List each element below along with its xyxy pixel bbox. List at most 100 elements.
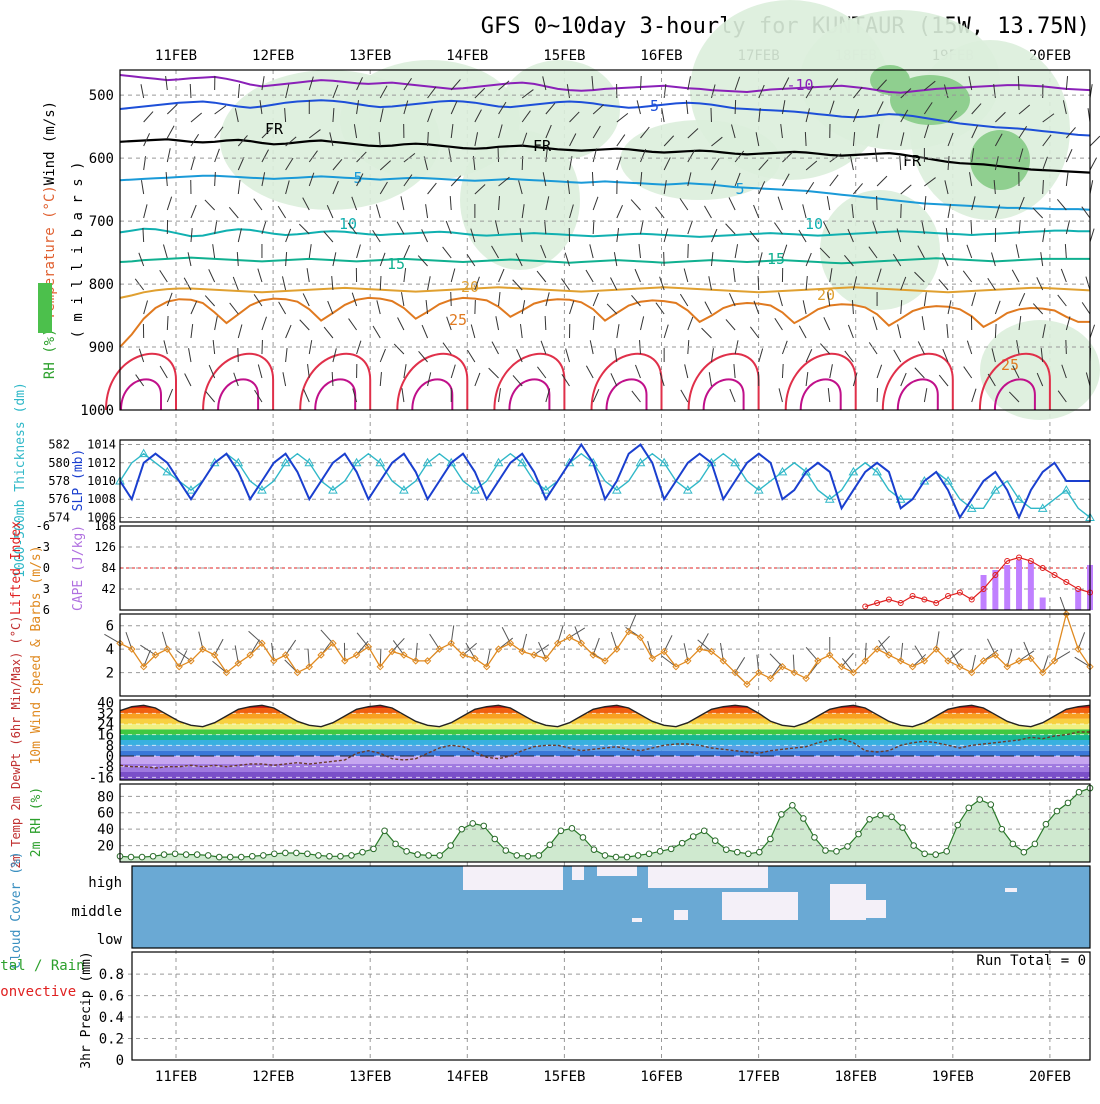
wind-tick: 6 bbox=[106, 619, 114, 635]
isotherm-30-loop bbox=[786, 354, 856, 410]
wind-barb bbox=[1019, 293, 1025, 306]
isotherm-label: FR bbox=[533, 137, 552, 155]
wind-barb bbox=[144, 112, 153, 122]
wind-barb bbox=[617, 205, 623, 218]
wind-barb bbox=[730, 389, 735, 402]
temp-warm-band bbox=[120, 724, 1090, 729]
wind-barb bbox=[191, 113, 202, 122]
rh-marker bbox=[999, 826, 1005, 832]
wind-barb bbox=[286, 252, 287, 266]
wind-barb bbox=[702, 328, 712, 338]
rh-marker bbox=[161, 852, 167, 858]
wind-barb bbox=[915, 368, 925, 378]
wind-barb bbox=[215, 316, 218, 330]
rh-marker bbox=[470, 821, 476, 827]
wind-barb bbox=[607, 304, 617, 314]
pressure-tick: 600 bbox=[89, 151, 114, 167]
wind-barb bbox=[1061, 269, 1066, 282]
cloud-tick: low bbox=[97, 932, 123, 948]
wind-barb bbox=[475, 373, 480, 386]
wind-barb bbox=[664, 325, 668, 338]
run-total-annotation: Run Total = 0 bbox=[976, 953, 1086, 969]
rh-marker bbox=[900, 825, 906, 831]
wind-barb bbox=[570, 301, 574, 314]
temp-color-band bbox=[120, 756, 1090, 764]
wind-barb bbox=[656, 207, 665, 218]
wind-barb bbox=[167, 148, 170, 162]
wind-barb bbox=[877, 176, 887, 186]
isotherm-line bbox=[120, 229, 1090, 237]
date-tick-bottom: 14FEB bbox=[446, 1069, 488, 1085]
precip-axis-label: 3hr Precip (mm) bbox=[79, 951, 94, 1068]
wind-barb bbox=[1086, 277, 1090, 290]
wind-barb bbox=[282, 276, 285, 290]
rh-marker bbox=[139, 854, 145, 860]
temp-color-band bbox=[120, 729, 1090, 734]
wind-barb bbox=[545, 316, 546, 330]
surface-wind-barb bbox=[1075, 657, 1090, 667]
rh-marker bbox=[745, 851, 751, 857]
temp-tick: -16 bbox=[89, 770, 114, 786]
cape-tick: 126 bbox=[94, 540, 116, 554]
isotherm-label: -10 bbox=[786, 76, 813, 94]
surface-wind-barb bbox=[915, 646, 925, 661]
wind-barb bbox=[324, 327, 333, 338]
wind-barb bbox=[303, 293, 309, 306]
wind-barb bbox=[205, 296, 214, 306]
wind-barb bbox=[308, 364, 310, 378]
rh-marker bbox=[701, 828, 707, 834]
wind-barb bbox=[401, 196, 404, 210]
surface-wind-barb bbox=[770, 654, 783, 667]
wind-barb bbox=[754, 205, 759, 218]
wind-barb bbox=[1090, 158, 1097, 170]
cape-tick: 168 bbox=[94, 519, 116, 533]
isotherm-label: 15 bbox=[387, 255, 405, 273]
wind-barb bbox=[1012, 270, 1019, 282]
wind-barb bbox=[992, 253, 996, 266]
wind-barb bbox=[496, 316, 499, 330]
rh-marker bbox=[723, 847, 729, 853]
wind-barb bbox=[185, 374, 191, 386]
pressure-tick: 900 bbox=[89, 340, 114, 356]
wind-barb bbox=[144, 204, 147, 218]
rh-axis-label: 2m RH (%) bbox=[29, 787, 44, 857]
wind-barb bbox=[803, 300, 806, 314]
isotherm-line bbox=[120, 298, 1090, 347]
wind-barb bbox=[806, 372, 808, 386]
wind-barb bbox=[380, 276, 381, 290]
wind-barb bbox=[759, 349, 763, 362]
wind-barb bbox=[590, 244, 593, 258]
date-tick-top: 13FEB bbox=[349, 48, 391, 64]
wind-barb bbox=[894, 350, 901, 362]
temp-axis-label: 2m Temp 2m DewPt (6hr Min/Max) (°C) bbox=[9, 616, 23, 869]
date-tick-bottom: 15FEB bbox=[543, 1069, 585, 1085]
cloud-background bbox=[132, 866, 1090, 948]
slp-axis-label: SLP (mb) bbox=[71, 449, 86, 512]
wind-barb bbox=[537, 367, 545, 378]
wind-barb bbox=[924, 388, 926, 402]
rh-marker bbox=[260, 853, 266, 859]
rh-marker bbox=[327, 853, 333, 859]
surface-wind-barb bbox=[534, 645, 549, 655]
rh-marker bbox=[823, 848, 829, 854]
precip-convective-label: Convective bbox=[0, 984, 76, 1000]
thickness-tick: 582 bbox=[48, 438, 70, 452]
wind-barb bbox=[499, 388, 501, 402]
rh-marker bbox=[569, 826, 575, 832]
date-tick-top: 14FEB bbox=[446, 48, 488, 64]
isotherm-label: 25 bbox=[1001, 356, 1019, 374]
temp-color-band bbox=[120, 735, 1090, 740]
rh-marker bbox=[536, 853, 542, 859]
wind-barb bbox=[467, 254, 475, 266]
cloud-cell bbox=[830, 884, 866, 920]
wind-barb bbox=[967, 245, 972, 258]
wind-barb bbox=[513, 375, 522, 386]
li-tick: -6 bbox=[36, 519, 50, 533]
rh-marker bbox=[205, 853, 211, 859]
rh-marker bbox=[316, 853, 322, 859]
rh-marker bbox=[238, 854, 244, 860]
rh-marker bbox=[371, 846, 377, 852]
isotherm-35-loop bbox=[704, 379, 744, 410]
wind-barb bbox=[635, 365, 640, 378]
